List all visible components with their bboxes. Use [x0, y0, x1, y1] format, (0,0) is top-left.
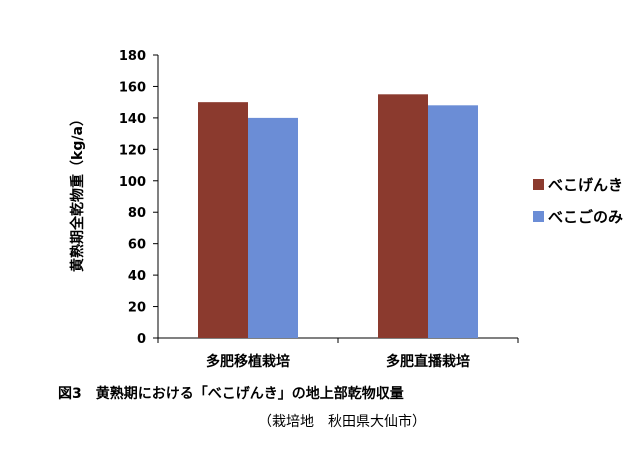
y-tick-label: 180	[119, 49, 146, 64]
y-tick-label: 40	[128, 269, 146, 284]
bar-chart: 0 20 40 60 80 100 120 140 160 180 多肥移植栽培 多肥直播栽培 べこげ…	[69, 49, 623, 370]
y-tick-label: 120	[119, 143, 146, 158]
legend-swatch	[533, 179, 544, 190]
tick-labels: 0 20 40 60 80 100 120 140 160 180 多肥移植栽培 多肥直播栽培	[119, 49, 470, 370]
figure-number: 図3	[58, 386, 82, 402]
bar	[248, 117, 298, 338]
y-tick-label: 160	[119, 80, 146, 95]
y-tick-label: 140	[119, 112, 146, 127]
figure-title: 黄熟期における「べこげんき」の地上部乾物収量	[95, 386, 404, 402]
y-tick-label: 20	[128, 301, 146, 316]
x-category-label: 多肥直播栽培	[386, 353, 470, 370]
y-axis-label: 黄熟期全乾物重（kg/a）	[69, 112, 86, 272]
bar	[378, 94, 428, 338]
x-category-label: 多肥移植栽培	[206, 353, 290, 370]
y-tick-label: 80	[128, 206, 146, 221]
bar	[198, 102, 248, 339]
legend-label: べこごのみ	[548, 208, 623, 226]
bar	[428, 105, 478, 338]
legend-swatch	[533, 211, 544, 222]
y-tick-label: 100	[119, 175, 146, 190]
y-tick-label: 0	[137, 332, 146, 347]
y-tick-label: 60	[128, 238, 146, 253]
legend-label: べこげんき	[548, 176, 623, 194]
bars	[198, 94, 478, 339]
figure-note: （栽培地 秋田県大仙市）	[258, 414, 426, 430]
figure-caption: 図3 黄熟期における「べこげんき」の地上部乾物収量	[58, 383, 404, 403]
